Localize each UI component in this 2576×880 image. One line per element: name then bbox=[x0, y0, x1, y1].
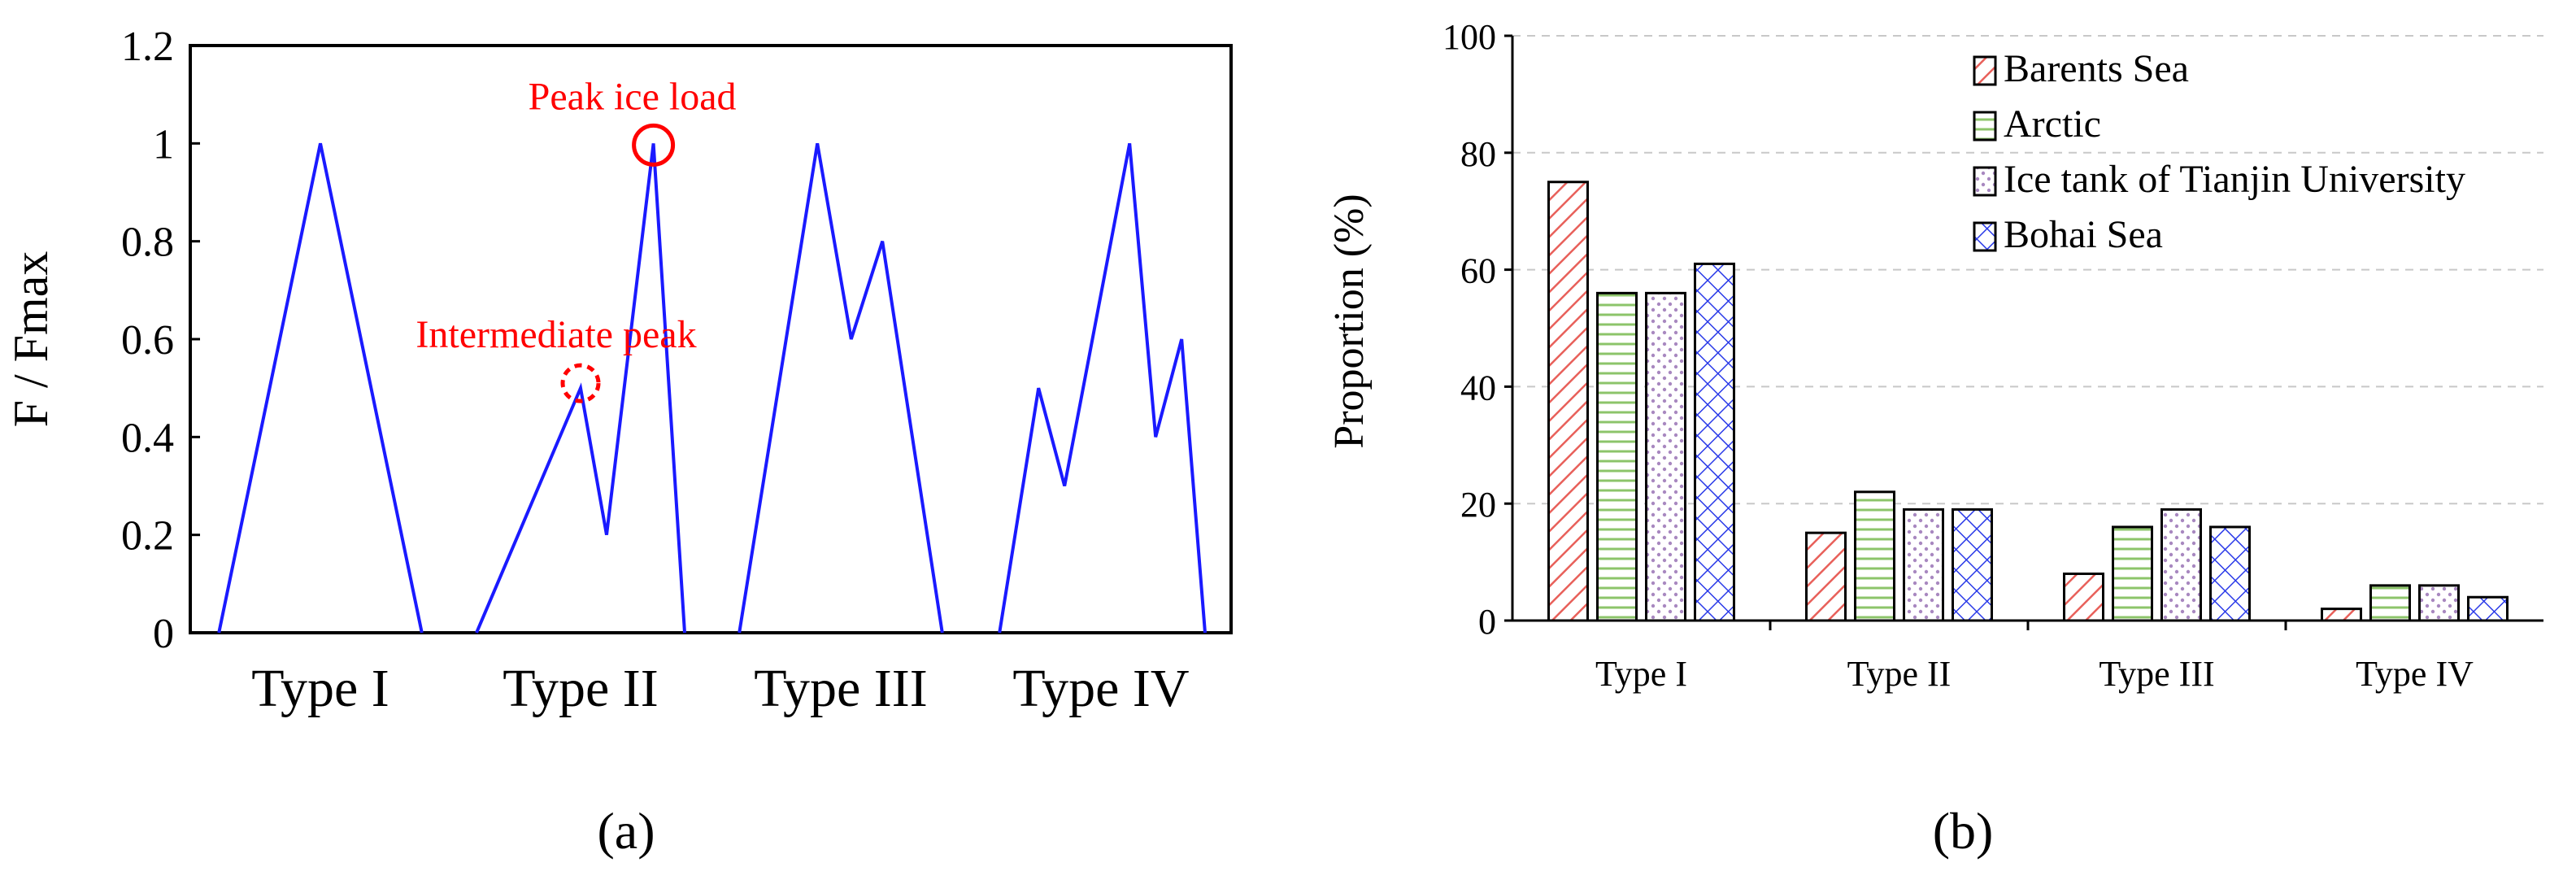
panel-a-category-label: Type I bbox=[251, 659, 389, 718]
legend-label: Bohai Sea bbox=[2004, 213, 2163, 256]
panel-b-ytick-label: 0 bbox=[1478, 602, 1496, 642]
peak-ice-load-label: Peak ice load bbox=[529, 75, 737, 118]
legend-label: Arctic bbox=[2004, 102, 2101, 146]
bar-arctic bbox=[2112, 525, 2153, 622]
panel-a-ytick-label: 0.4 bbox=[121, 415, 174, 461]
panel-a-ylabel: F / Fmax bbox=[4, 251, 58, 428]
panel-b-ytick-label: 20 bbox=[1460, 485, 1496, 525]
panel-a: 0 0.2 0.4 0.6 0.8 1 1.2 Peak ice load Intermedi… bbox=[4, 24, 1233, 860]
bar-bohai-sea bbox=[1952, 508, 1993, 622]
panel-a-frame bbox=[189, 44, 1233, 634]
panel-a-category-label: Type III bbox=[754, 659, 927, 718]
panel-a-ytick-label: 0.6 bbox=[121, 317, 174, 364]
panel-a-category-label: Type IV bbox=[1012, 659, 1189, 718]
bar-barents-sea bbox=[2321, 608, 2362, 622]
panel-b-category-label: Type I bbox=[1595, 654, 1687, 694]
panel-b: 0 20 40 60 80 100 Type I Type II Type III Type I… bbox=[1326, 17, 2543, 860]
bar-barents-sea bbox=[2063, 572, 2104, 622]
bar-bohai-sea bbox=[2209, 525, 2251, 622]
panel-b-ytick-label: 80 bbox=[1460, 134, 1496, 174]
legend-swatch bbox=[1973, 55, 1997, 86]
panel-b-ytick-label: 100 bbox=[1442, 17, 1496, 57]
panel-b-ytick-label: 60 bbox=[1460, 251, 1496, 291]
bar-ice-tank-of-tianjin-university bbox=[2418, 584, 2460, 622]
bar-arctic bbox=[1854, 490, 1895, 622]
panel-b-category-label: Type II bbox=[1847, 654, 1952, 694]
bar-arctic bbox=[1596, 291, 1638, 622]
intermediate-peak-label: Intermediate peak bbox=[416, 313, 696, 356]
bar-bohai-sea bbox=[2467, 595, 2509, 622]
intermediate-peak-marker bbox=[560, 363, 601, 403]
panel-a-ytick-label: 0.2 bbox=[121, 513, 174, 560]
bar-ice-tank-of-tianjin-university bbox=[1903, 508, 1944, 622]
panel-a-label: (a) bbox=[597, 802, 655, 860]
bar-arctic bbox=[2369, 584, 2411, 622]
panel-b-category-label: Type III bbox=[2099, 654, 2214, 694]
legend-label: Ice tank of Tianjin University bbox=[2004, 158, 2465, 201]
bar-barents-sea bbox=[1547, 181, 1589, 622]
panel-a-ytick-label: 0 bbox=[153, 611, 174, 657]
panel-b-label: (b) bbox=[1933, 802, 1994, 860]
panel-a-series-line bbox=[738, 142, 944, 634]
legend-swatch bbox=[1973, 221, 1997, 252]
panel-a-ytick-label: 1 bbox=[153, 121, 174, 168]
panel-b-ylabel: Proportion (%) bbox=[1326, 194, 1373, 448]
legend-label: Barents Sea bbox=[2004, 47, 2189, 90]
panel-b-category-label: Type IV bbox=[2356, 654, 2474, 694]
panel-a-series-line bbox=[475, 143, 686, 634]
bar-barents-sea bbox=[1805, 531, 1847, 622]
panel-a-ytick-label: 0.8 bbox=[121, 220, 174, 266]
legend-swatch bbox=[1973, 166, 1997, 197]
bar-ice-tank-of-tianjin-university bbox=[1645, 291, 1686, 622]
panel-a-series-line bbox=[998, 142, 1207, 634]
panel-a-series-line bbox=[217, 142, 424, 634]
bar-bohai-sea bbox=[1694, 262, 1735, 622]
panel-a-category-label: Type II bbox=[503, 659, 658, 718]
panel-a-ytick-label: 1.2 bbox=[121, 24, 174, 70]
legend-swatch bbox=[1973, 111, 1997, 142]
bar-ice-tank-of-tianjin-university bbox=[2160, 508, 2202, 622]
panel-b-ytick-label: 40 bbox=[1460, 368, 1496, 407]
peak-ice-load-marker bbox=[632, 123, 676, 167]
